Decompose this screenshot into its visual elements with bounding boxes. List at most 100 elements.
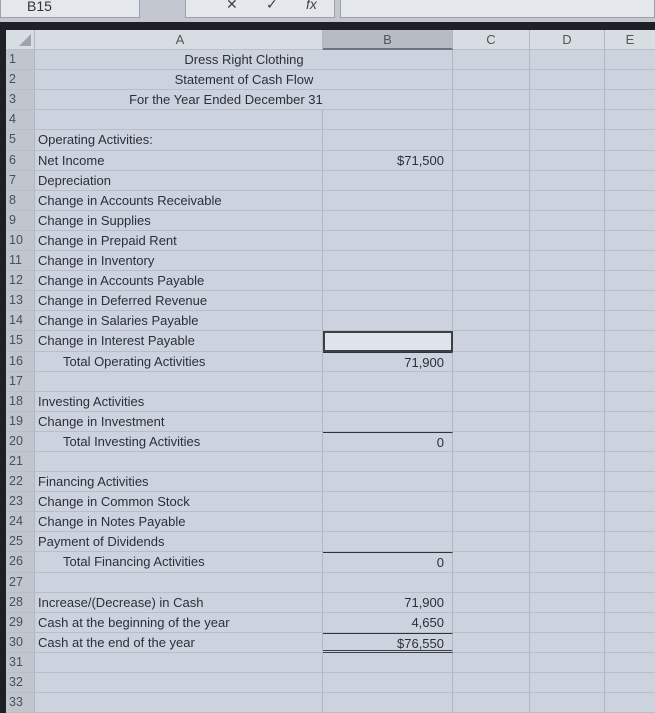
cell-c[interactable] xyxy=(453,170,530,191)
cell-e[interactable] xyxy=(605,451,655,473)
cell-a[interactable] xyxy=(35,451,323,473)
cell-c[interactable] xyxy=(453,532,530,553)
cell-c[interactable] xyxy=(453,411,530,432)
cell-d[interactable] xyxy=(530,451,605,473)
cell-e[interactable] xyxy=(605,50,655,71)
cell-a[interactable]: Statement of Cash Flow xyxy=(35,70,323,91)
cell-b[interactable] xyxy=(323,50,453,71)
cell-e[interactable] xyxy=(605,411,655,432)
cell-e[interactable] xyxy=(605,431,655,452)
cell-a[interactable]: Change in Notes Payable xyxy=(35,512,323,533)
cell-d[interactable] xyxy=(530,271,605,292)
cell-c[interactable] xyxy=(453,451,530,473)
cell-b[interactable] xyxy=(323,371,453,392)
cell-e[interactable] xyxy=(605,512,655,533)
cell-b[interactable] xyxy=(323,532,453,553)
column-header-b[interactable]: B xyxy=(323,30,453,50)
cell-c[interactable] xyxy=(453,371,530,392)
cell-a[interactable]: Increase/(Decrease) in Cash xyxy=(35,592,323,613)
cell-c[interactable] xyxy=(453,331,530,352)
row-header[interactable]: 16 xyxy=(6,351,35,372)
row-header[interactable]: 33 xyxy=(6,693,35,713)
cell-d[interactable] xyxy=(530,130,605,151)
cell-e[interactable] xyxy=(605,351,655,372)
cell-d[interactable] xyxy=(530,70,605,91)
cell-d[interactable] xyxy=(530,592,605,613)
cell-c[interactable] xyxy=(453,351,530,372)
cell-c[interactable] xyxy=(453,311,530,332)
cell-a[interactable]: Change in Inventory xyxy=(35,251,323,272)
row-header[interactable]: 20 xyxy=(6,431,35,452)
column-header-c[interactable]: C xyxy=(453,30,530,50)
cell-a[interactable] xyxy=(35,110,323,131)
cell-a[interactable]: Cash at the end of the year xyxy=(35,632,323,653)
cell-b[interactable]: 71,900 xyxy=(323,351,453,372)
cell-d[interactable] xyxy=(530,612,605,633)
cell-a[interactable]: Depreciation xyxy=(35,170,323,191)
cell-b[interactable] xyxy=(323,673,453,694)
cell-b[interactable] xyxy=(323,291,453,312)
cell-b[interactable] xyxy=(323,230,453,252)
cell-e[interactable] xyxy=(605,693,655,713)
cell-b[interactable] xyxy=(323,190,453,211)
cell-c[interactable] xyxy=(453,251,530,272)
row-header[interactable]: 14 xyxy=(6,311,35,332)
cell-d[interactable] xyxy=(530,110,605,131)
row-header[interactable]: 24 xyxy=(6,512,35,533)
cell-c[interactable] xyxy=(453,110,530,131)
cell-a[interactable]: Total Investing Activities xyxy=(35,431,323,452)
cell-a[interactable]: Total Financing Activities xyxy=(35,552,323,573)
cell-a[interactable]: Change in Deferred Revenue xyxy=(35,291,323,312)
cell-d[interactable] xyxy=(530,50,605,71)
cell-c[interactable] xyxy=(453,632,530,653)
row-header[interactable]: 31 xyxy=(6,652,35,673)
cell-e[interactable] xyxy=(605,472,655,493)
row-header[interactable]: 32 xyxy=(6,673,35,694)
cell-b[interactable]: 0 xyxy=(323,552,453,573)
cell-e[interactable] xyxy=(605,210,655,231)
cell-a[interactable]: Change in Prepaid Rent xyxy=(35,230,323,252)
cell-d[interactable] xyxy=(530,652,605,673)
cell-a[interactable]: Cash at the beginning of the year xyxy=(35,612,323,633)
cell-d[interactable] xyxy=(530,210,605,231)
row-header[interactable]: 9 xyxy=(6,210,35,231)
cell-d[interactable] xyxy=(530,150,605,171)
row-header[interactable]: 7 xyxy=(6,170,35,191)
cell-d[interactable] xyxy=(530,512,605,533)
cell-e[interactable] xyxy=(605,492,655,513)
cell-d[interactable] xyxy=(530,391,605,412)
row-header[interactable]: 21 xyxy=(6,451,35,473)
cell-e[interactable] xyxy=(605,150,655,171)
cell-a[interactable]: Financing Activities xyxy=(35,472,323,493)
cell-c[interactable] xyxy=(453,512,530,533)
row-header[interactable]: 6 xyxy=(6,150,35,171)
row-header[interactable]: 12 xyxy=(6,271,35,292)
cell-e[interactable] xyxy=(605,271,655,292)
cell-a[interactable]: Net Income xyxy=(35,150,323,171)
row-header[interactable]: 30 xyxy=(6,632,35,653)
cell-e[interactable] xyxy=(605,371,655,392)
cell-c[interactable] xyxy=(453,592,530,613)
cell-c[interactable] xyxy=(453,612,530,633)
cell-b[interactable] xyxy=(323,512,453,533)
column-header-d[interactable]: D xyxy=(530,30,605,50)
cell-d[interactable] xyxy=(530,251,605,272)
cell-e[interactable] xyxy=(605,190,655,211)
cell-d[interactable] xyxy=(530,673,605,694)
cell-d[interactable] xyxy=(530,572,605,593)
row-header[interactable]: 11 xyxy=(6,251,35,272)
cell-e[interactable] xyxy=(605,592,655,613)
cell-d[interactable] xyxy=(530,90,605,111)
cell-d[interactable] xyxy=(530,532,605,553)
row-header[interactable]: 26 xyxy=(6,552,35,573)
cell-a[interactable]: Change in Salaries Payable xyxy=(35,311,323,332)
cell-a[interactable] xyxy=(35,371,323,392)
cell-e[interactable] xyxy=(605,552,655,573)
row-header[interactable]: 22 xyxy=(6,472,35,493)
row-header[interactable]: 28 xyxy=(6,592,35,613)
cell-b[interactable] xyxy=(323,492,453,513)
cell-d[interactable] xyxy=(530,693,605,713)
row-header[interactable]: 8 xyxy=(6,190,35,211)
cell-b[interactable] xyxy=(323,271,453,292)
cell-c[interactable] xyxy=(453,291,530,312)
